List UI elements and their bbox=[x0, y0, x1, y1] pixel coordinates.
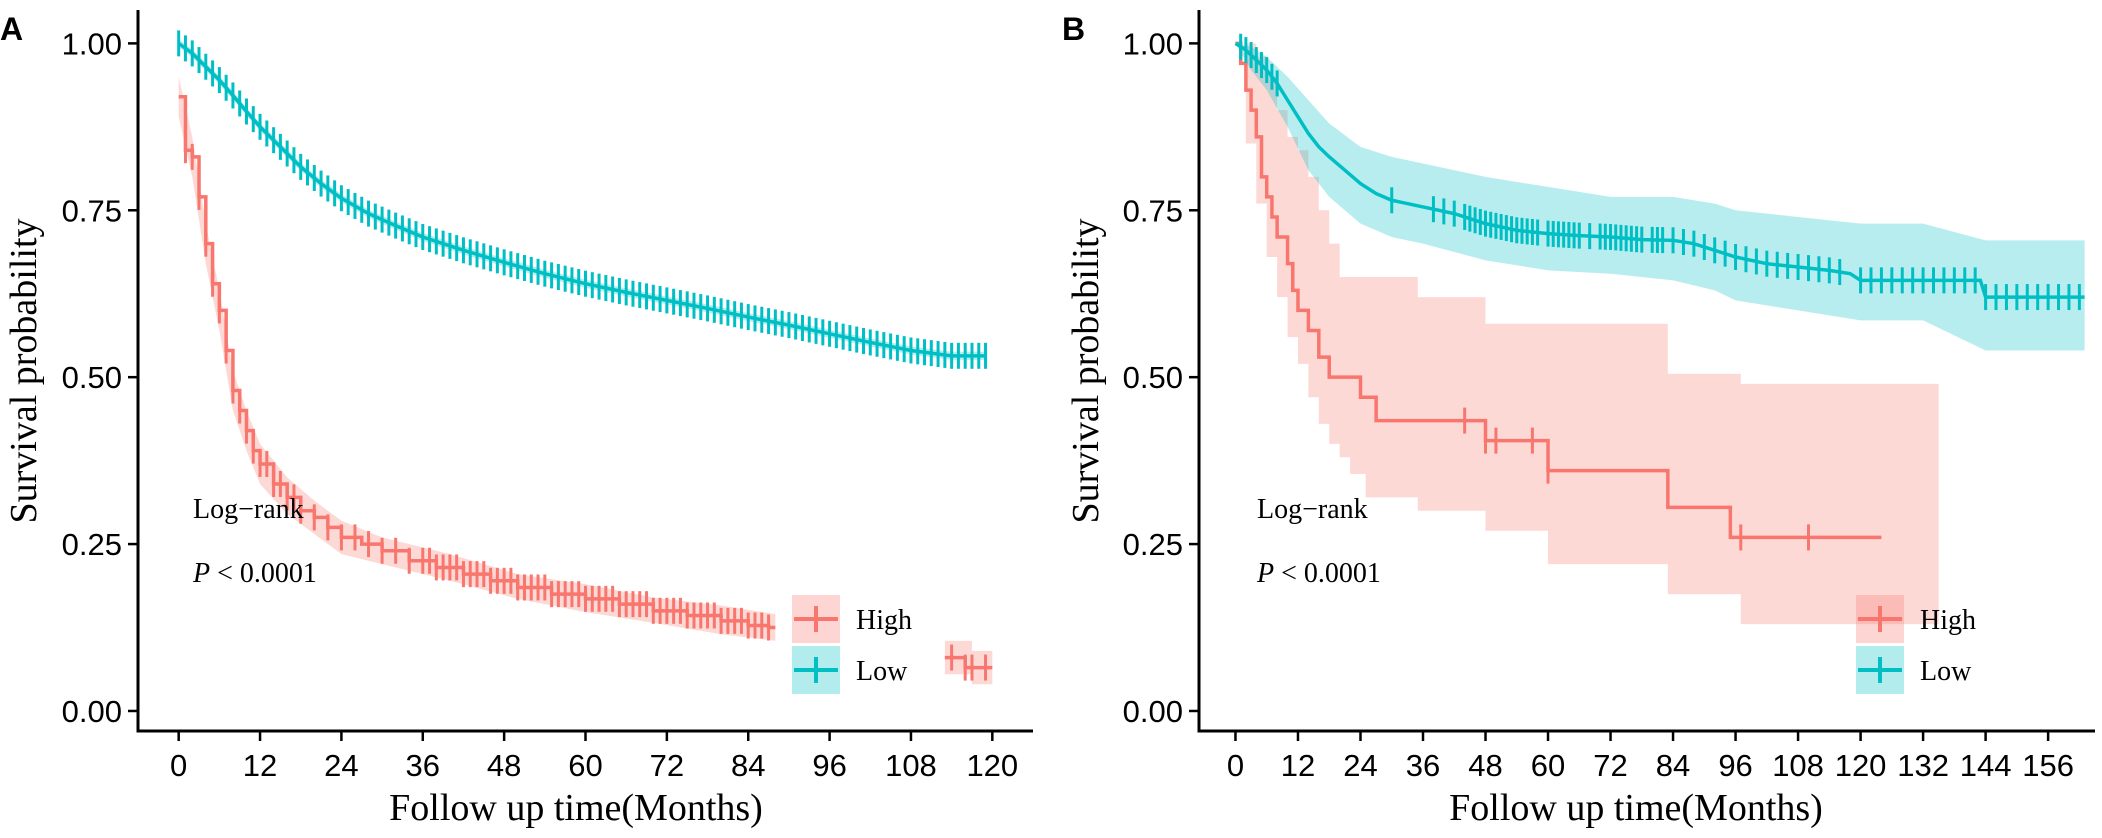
panel-b-logrank-label: Log−rank bbox=[1257, 494, 1368, 525]
panel-b-x-tick-label: 48 bbox=[1468, 748, 1502, 783]
panel-a-x-tick-label: 96 bbox=[812, 748, 846, 783]
panel-a-y-tick-label: 0.50 bbox=[62, 360, 122, 395]
panel-b-x-tick-label: 72 bbox=[1593, 748, 1627, 783]
panel-b-legend-low: Low bbox=[1856, 646, 1972, 694]
panel-b-x-tick-label: 12 bbox=[1281, 748, 1315, 783]
panel-a-x-tick-label: 84 bbox=[731, 748, 765, 783]
panel-b-x-tick-label: 60 bbox=[1531, 748, 1565, 783]
panel-a-p-value: P < 0.0001 bbox=[192, 558, 317, 589]
panel-a-y-tick-label: 0.75 bbox=[62, 193, 122, 228]
panel-b-y-tick-label: 0.25 bbox=[1123, 527, 1183, 562]
panel-b-x-tick-label: 84 bbox=[1656, 748, 1690, 783]
panel-b-x-tick-label: 156 bbox=[2022, 748, 2074, 783]
panel-a-x-tick-label: 12 bbox=[243, 748, 277, 783]
panel-a-y-axis-title: Survival probability bbox=[3, 218, 45, 523]
panel-b-y-tick-label: 0.00 bbox=[1123, 694, 1183, 729]
panel-a-letter: A bbox=[0, 11, 23, 47]
panel-a-censor-marks bbox=[177, 30, 988, 681]
panel-b-y-tick-label: 1.00 bbox=[1123, 26, 1183, 61]
panel-b-high-ci-band bbox=[1235, 43, 1939, 625]
legend-high-label: High bbox=[856, 605, 912, 636]
legend-low-label: Low bbox=[1920, 656, 1972, 687]
panel-a-x-tick-label: 48 bbox=[487, 748, 521, 783]
panel-a-high-ci-band bbox=[178, 76, 776, 641]
panel-b-y-tick-label: 0.75 bbox=[1123, 193, 1183, 228]
panel-b-legend-high: High bbox=[1856, 595, 1976, 643]
panel-b-x-axis-title: Follow up time(Months) bbox=[1449, 787, 1823, 829]
panel-a-x-axis-title: Follow up time(Months) bbox=[389, 787, 763, 829]
panel-b-x-tick-label: 108 bbox=[1772, 748, 1824, 783]
legend-high-label: High bbox=[1920, 605, 1976, 636]
panel-b-letter: B bbox=[1062, 11, 1085, 47]
panel-a-high-ci-band-tail bbox=[944, 640, 993, 685]
panel-b-x-tick-label: 144 bbox=[1960, 748, 2012, 783]
panel-b-y-tick-label: 0.50 bbox=[1123, 360, 1183, 395]
panel-a-x-tick-label: 36 bbox=[406, 748, 440, 783]
panel-a-x-tick-label: 108 bbox=[885, 748, 937, 783]
panel-a-y-ticks: 0.00 0.25 0.50 0.75 1.00 bbox=[62, 26, 138, 729]
panel-a-x-tick-label: 24 bbox=[324, 748, 358, 783]
panel-a-x-tick-label: 72 bbox=[650, 748, 684, 783]
panel-a-y-tick-label: 0.00 bbox=[62, 694, 122, 729]
panel-a-legend-low: Low bbox=[792, 646, 908, 694]
panel-b-x-tick-label: 24 bbox=[1343, 748, 1377, 783]
panel-a-y-tick-label: 0.25 bbox=[62, 527, 122, 562]
panel-b-censor-marks bbox=[1239, 33, 2081, 551]
panel-b-x-tick-label: 120 bbox=[1835, 748, 1887, 783]
panel-b-x-tick-label: 132 bbox=[1897, 748, 1949, 783]
panel-a-high-survival-curve bbox=[178, 95, 776, 630]
panel-a-x-tick-label: 60 bbox=[568, 748, 602, 783]
panel-b-x-tick-label: 96 bbox=[1718, 748, 1752, 783]
panel-b-legend: High Low bbox=[1856, 595, 1976, 694]
panel-b-x-tick-label: 0 bbox=[1227, 748, 1244, 783]
panel-b-x-tick-label: 36 bbox=[1406, 748, 1440, 783]
panel-a-x-tick-label: 0 bbox=[170, 748, 187, 783]
panel-a-x-tick-label: 120 bbox=[966, 748, 1018, 783]
panel-b: B 0.00 0.25 0.50 0.75 1.00 0 12 24 36 48 60 72 84 96… bbox=[1062, 10, 2095, 829]
panel-a-legend: High Low bbox=[792, 595, 912, 694]
panel-a-x-ticks: 0 12 24 36 48 60 72 84 96 108 120 bbox=[170, 731, 1018, 783]
panel-b-y-ticks: 0.00 0.25 0.50 0.75 1.00 bbox=[1123, 26, 1199, 729]
legend-low-label: Low bbox=[856, 656, 908, 687]
panel-b-y-axis-title: Survival probability bbox=[1065, 218, 1107, 523]
panel-a-low-ci-band bbox=[178, 39, 986, 360]
panel-a-logrank-label: Log−rank bbox=[193, 494, 304, 525]
panel-a: A 0.00 0.25 0.50 0.75 1.00 0 12 24 36 48 60 72 84 96… bbox=[0, 10, 1033, 829]
panel-b-bands bbox=[1235, 43, 2085, 625]
panel-a-legend-high: High bbox=[792, 595, 912, 643]
panel-b-p-value: P < 0.0001 bbox=[1256, 558, 1381, 589]
panel-b-x-ticks: 0 12 24 36 48 60 72 84 96 108 120 132 144 156 bbox=[1227, 731, 2074, 783]
panel-a-low-survival-curve bbox=[177, 41, 986, 358]
panel-a-y-tick-label: 1.00 bbox=[62, 26, 122, 61]
